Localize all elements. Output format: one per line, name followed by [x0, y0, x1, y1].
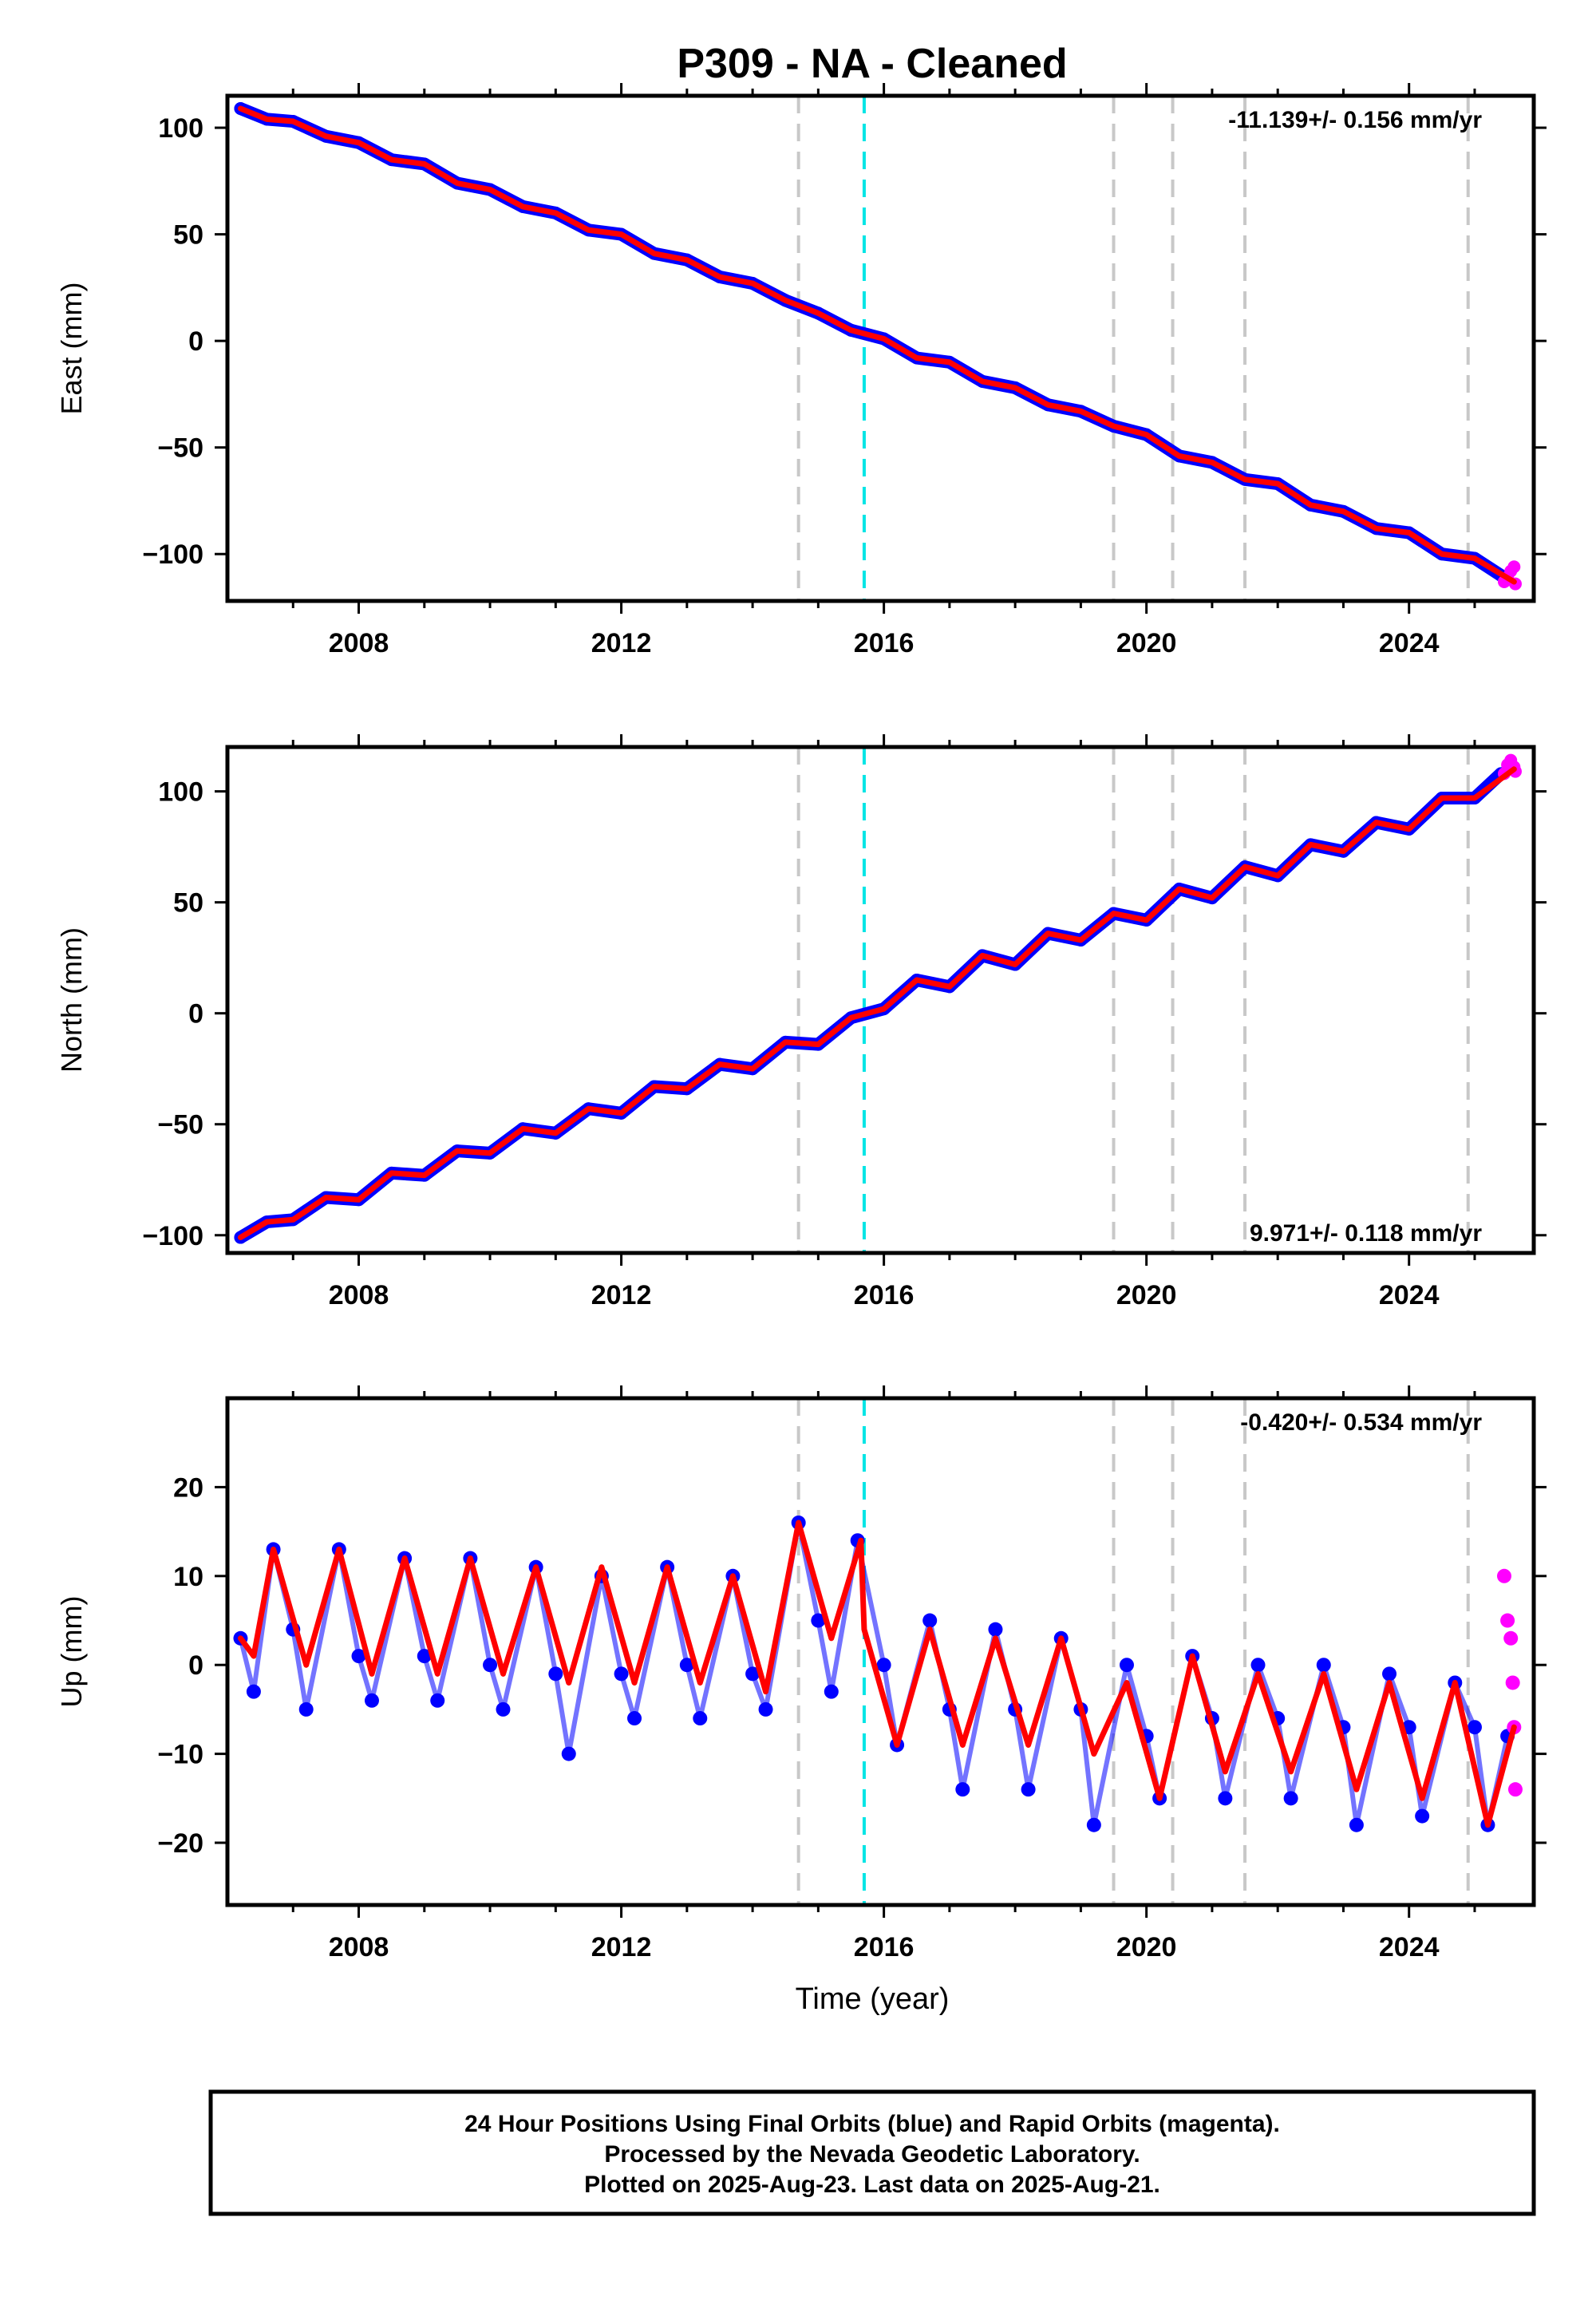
north-ytick-label-3: −50 — [157, 1110, 203, 1140]
up-series-0-point-7 — [364, 1693, 379, 1708]
east-model-line — [237, 105, 1517, 585]
up-series-0-point-50 — [1316, 1658, 1331, 1673]
east-series-1-point-3 — [1507, 560, 1521, 574]
up-panel: 20 10 0 −10 −20 2008 2012 2016 2020 2024 Up (mm) -0… — [55, 1385, 1547, 1962]
up-model-line — [237, 1520, 1517, 1828]
east-ytick-label-1: 50 — [173, 220, 203, 251]
north-panel: 100 50 0 −50 −100 2008 2012 2016 2020 2024 North (… — [55, 734, 1547, 1310]
up-series-0-point-19 — [627, 1711, 642, 1726]
east-xtick-label-2: 2016 — [854, 628, 915, 658]
east-plot-frame — [225, 93, 1536, 603]
north-xtick-label-2: 2016 — [854, 1280, 915, 1310]
east-ytick-label-0: 100 — [158, 113, 203, 144]
up-series-0-band — [238, 1520, 1511, 1828]
up-series-0-point-27 — [811, 1613, 826, 1628]
caption-line-1: 24 Hour Positions Using Final Orbits (bl… — [464, 2111, 1280, 2137]
east-xtick-label-3: 2020 — [1116, 628, 1177, 658]
north-xtick-label-3: 2020 — [1116, 1280, 1177, 1310]
caption-box: 24 Hour Positions Using Final Orbits (bl… — [208, 2089, 1536, 2216]
up-ytick-label-4: −20 — [157, 1828, 203, 1859]
up-series-0-point-53 — [1382, 1666, 1397, 1682]
east-xtick-label-0: 2008 — [329, 628, 389, 658]
up-series-0-point-15 — [548, 1666, 563, 1682]
up-series-0-point-57 — [1467, 1720, 1482, 1735]
up-y-axis-label: Up (mm) — [55, 1596, 88, 1708]
up-series-0-point-28 — [824, 1684, 839, 1699]
up-xtick-label-1: 2012 — [591, 1932, 652, 1962]
north-ytick-label-2: 0 — [188, 999, 203, 1030]
east-ytick-label-2: 0 — [188, 326, 203, 357]
east-ytick-label-3: −50 — [157, 433, 203, 464]
up-series-0-point-25 — [758, 1701, 773, 1717]
figure-title: P309 - NA - Cleaned — [677, 41, 1067, 87]
east-y-axis-label: East (mm) — [55, 283, 88, 415]
up-series-0-point-12 — [483, 1658, 498, 1673]
up-series-0-point-22 — [693, 1711, 708, 1726]
up-series-0-point-32 — [922, 1613, 938, 1628]
east-xtick-label-4: 2024 — [1379, 628, 1440, 658]
north-model-line — [237, 766, 1517, 1241]
east-panel: 100 50 0 −50 −100 2008 2012 2016 2020 2024 East (m… — [55, 83, 1547, 658]
north-xtick-label-1: 2012 — [591, 1280, 652, 1310]
up-series-0-point-9 — [417, 1649, 432, 1664]
up-ytick-label-1: 10 — [173, 1562, 203, 1592]
up-series-0-point-1 — [246, 1684, 261, 1699]
east-xtick-label-1: 2012 — [591, 628, 652, 658]
north-plot-frame — [225, 745, 1536, 1255]
up-series-1-point-2 — [1503, 1630, 1519, 1646]
north-xtick-label-4: 2024 — [1379, 1280, 1440, 1310]
up-ytick-label-3: −10 — [157, 1740, 203, 1770]
north-velocity-label: 9.971+/- 0.118 mm/yr — [1250, 1220, 1482, 1247]
up-xtick-label-2: 2016 — [854, 1932, 915, 1962]
up-series-1-point-3 — [1505, 1675, 1520, 1690]
up-series-0-point-47 — [1250, 1658, 1266, 1673]
up-series-1-point-0 — [1496, 1568, 1511, 1583]
up-series-1-point-1 — [1500, 1613, 1515, 1628]
up-velocity-label: -0.420+/- 0.534 mm/yr — [1240, 1409, 1482, 1436]
north-y-axis-label: North (mm) — [55, 927, 88, 1073]
up-series-0-point-49 — [1283, 1791, 1298, 1806]
up-series-0-point-37 — [1021, 1782, 1036, 1797]
up-series-0-point-24 — [745, 1666, 760, 1682]
up-ytick-label-2: 0 — [188, 1650, 203, 1681]
up-series-0-point-52 — [1349, 1817, 1364, 1832]
up-plot-frame — [225, 1396, 1536, 1907]
up-ytick-label-0: 20 — [173, 1472, 203, 1503]
east-velocity-label: -11.139+/- 0.156 mm/yr — [1228, 107, 1482, 133]
up-series-0-point-4 — [298, 1701, 314, 1717]
north-xtick-label-0: 2008 — [329, 1280, 389, 1310]
up-series-0-point-46 — [1218, 1791, 1233, 1806]
up-xtick-label-0: 2008 — [329, 1932, 389, 1962]
north-ytick-label-1: 50 — [173, 888, 203, 919]
up-series-0-point-21 — [679, 1658, 694, 1673]
up-series-0-point-13 — [496, 1701, 511, 1717]
up-xtick-label-3: 2020 — [1116, 1932, 1177, 1962]
up-series-0-point-41 — [1119, 1658, 1134, 1673]
east-ytick-label-4: −100 — [142, 539, 203, 570]
up-series-0-point-10 — [430, 1693, 445, 1708]
up-xtick-label-4: 2024 — [1379, 1932, 1440, 1962]
up-series-0-point-6 — [351, 1649, 366, 1664]
up-series-1-point-5 — [1507, 1782, 1523, 1797]
up-series-0-point-34 — [955, 1782, 970, 1797]
caption-line-3: Plotted on 2025-Aug-23. Last data on 202… — [584, 2172, 1160, 2198]
x-axis-label: Time (year) — [796, 1982, 950, 2016]
north-ytick-label-0: 100 — [158, 777, 203, 808]
up-series-0-point-40 — [1086, 1817, 1101, 1832]
up-series-0-point-55 — [1415, 1808, 1430, 1824]
up-series-0-point-35 — [988, 1622, 1003, 1637]
north-ytick-label-4: −100 — [142, 1221, 203, 1251]
caption-line-2: Processed by the Nevada Geodetic Laborat… — [604, 2141, 1140, 2168]
up-series-0-point-30 — [876, 1658, 891, 1673]
up-series-0-point-16 — [561, 1746, 576, 1761]
up-series-0-point-18 — [614, 1666, 629, 1682]
